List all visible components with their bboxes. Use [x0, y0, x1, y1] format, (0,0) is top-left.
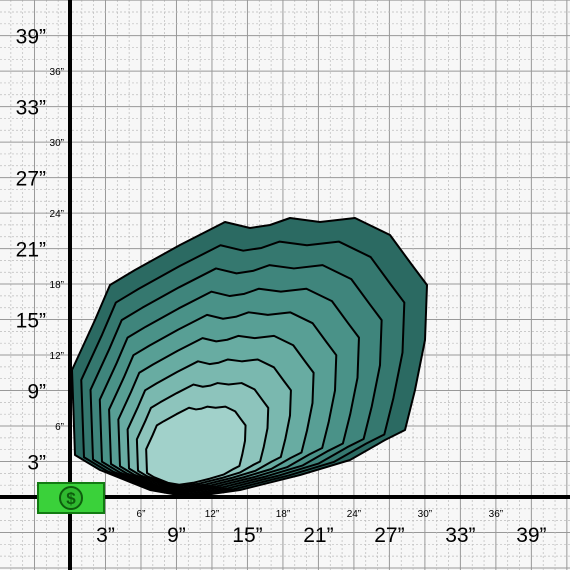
- y-major-label: 3”: [27, 452, 46, 475]
- shape-layer: [145, 405, 247, 486]
- money-badge: $: [37, 482, 105, 514]
- y-minor-label: 6”: [55, 422, 64, 433]
- y-major-label: 9”: [27, 381, 46, 404]
- x-major-label: 9”: [167, 524, 186, 547]
- y-major-label: 15”: [16, 310, 46, 333]
- x-major-label: 3”: [96, 524, 115, 547]
- badge-symbol: $: [66, 489, 76, 508]
- y-minor-label: 36”: [50, 67, 64, 78]
- y-minor-label: 12”: [50, 351, 64, 362]
- x-major-label: 21”: [303, 524, 333, 547]
- x-major-label: 15”: [232, 524, 262, 547]
- x-major-label: 33”: [445, 524, 475, 547]
- y-major-label: 39”: [16, 26, 46, 49]
- x-major-label: 39”: [516, 524, 546, 547]
- badge-coin: [59, 486, 83, 510]
- x-minor-label: 30”: [418, 509, 432, 520]
- x-minor-label: 6”: [137, 509, 146, 520]
- y-minor-label: 24”: [50, 209, 64, 220]
- x-minor-label: 18”: [276, 509, 290, 520]
- x-minor-label: 12”: [205, 509, 219, 520]
- y-major-label: 21”: [16, 239, 46, 262]
- shape: [71, 217, 428, 498]
- x-major-label: 27”: [374, 524, 404, 547]
- x-minor-label: 24”: [347, 509, 361, 520]
- labels: 3” 9” 15” 21” 27” 33” 39” 6” 12” 18” 24” 30” 36” 3” 9”…: [16, 26, 547, 547]
- x-minor-label: 36”: [489, 509, 503, 520]
- y-major-label: 27”: [16, 168, 46, 191]
- y-major-label: 33”: [16, 97, 46, 120]
- y-minor-label: 30”: [50, 138, 64, 149]
- y-minor-label: 18”: [50, 280, 64, 291]
